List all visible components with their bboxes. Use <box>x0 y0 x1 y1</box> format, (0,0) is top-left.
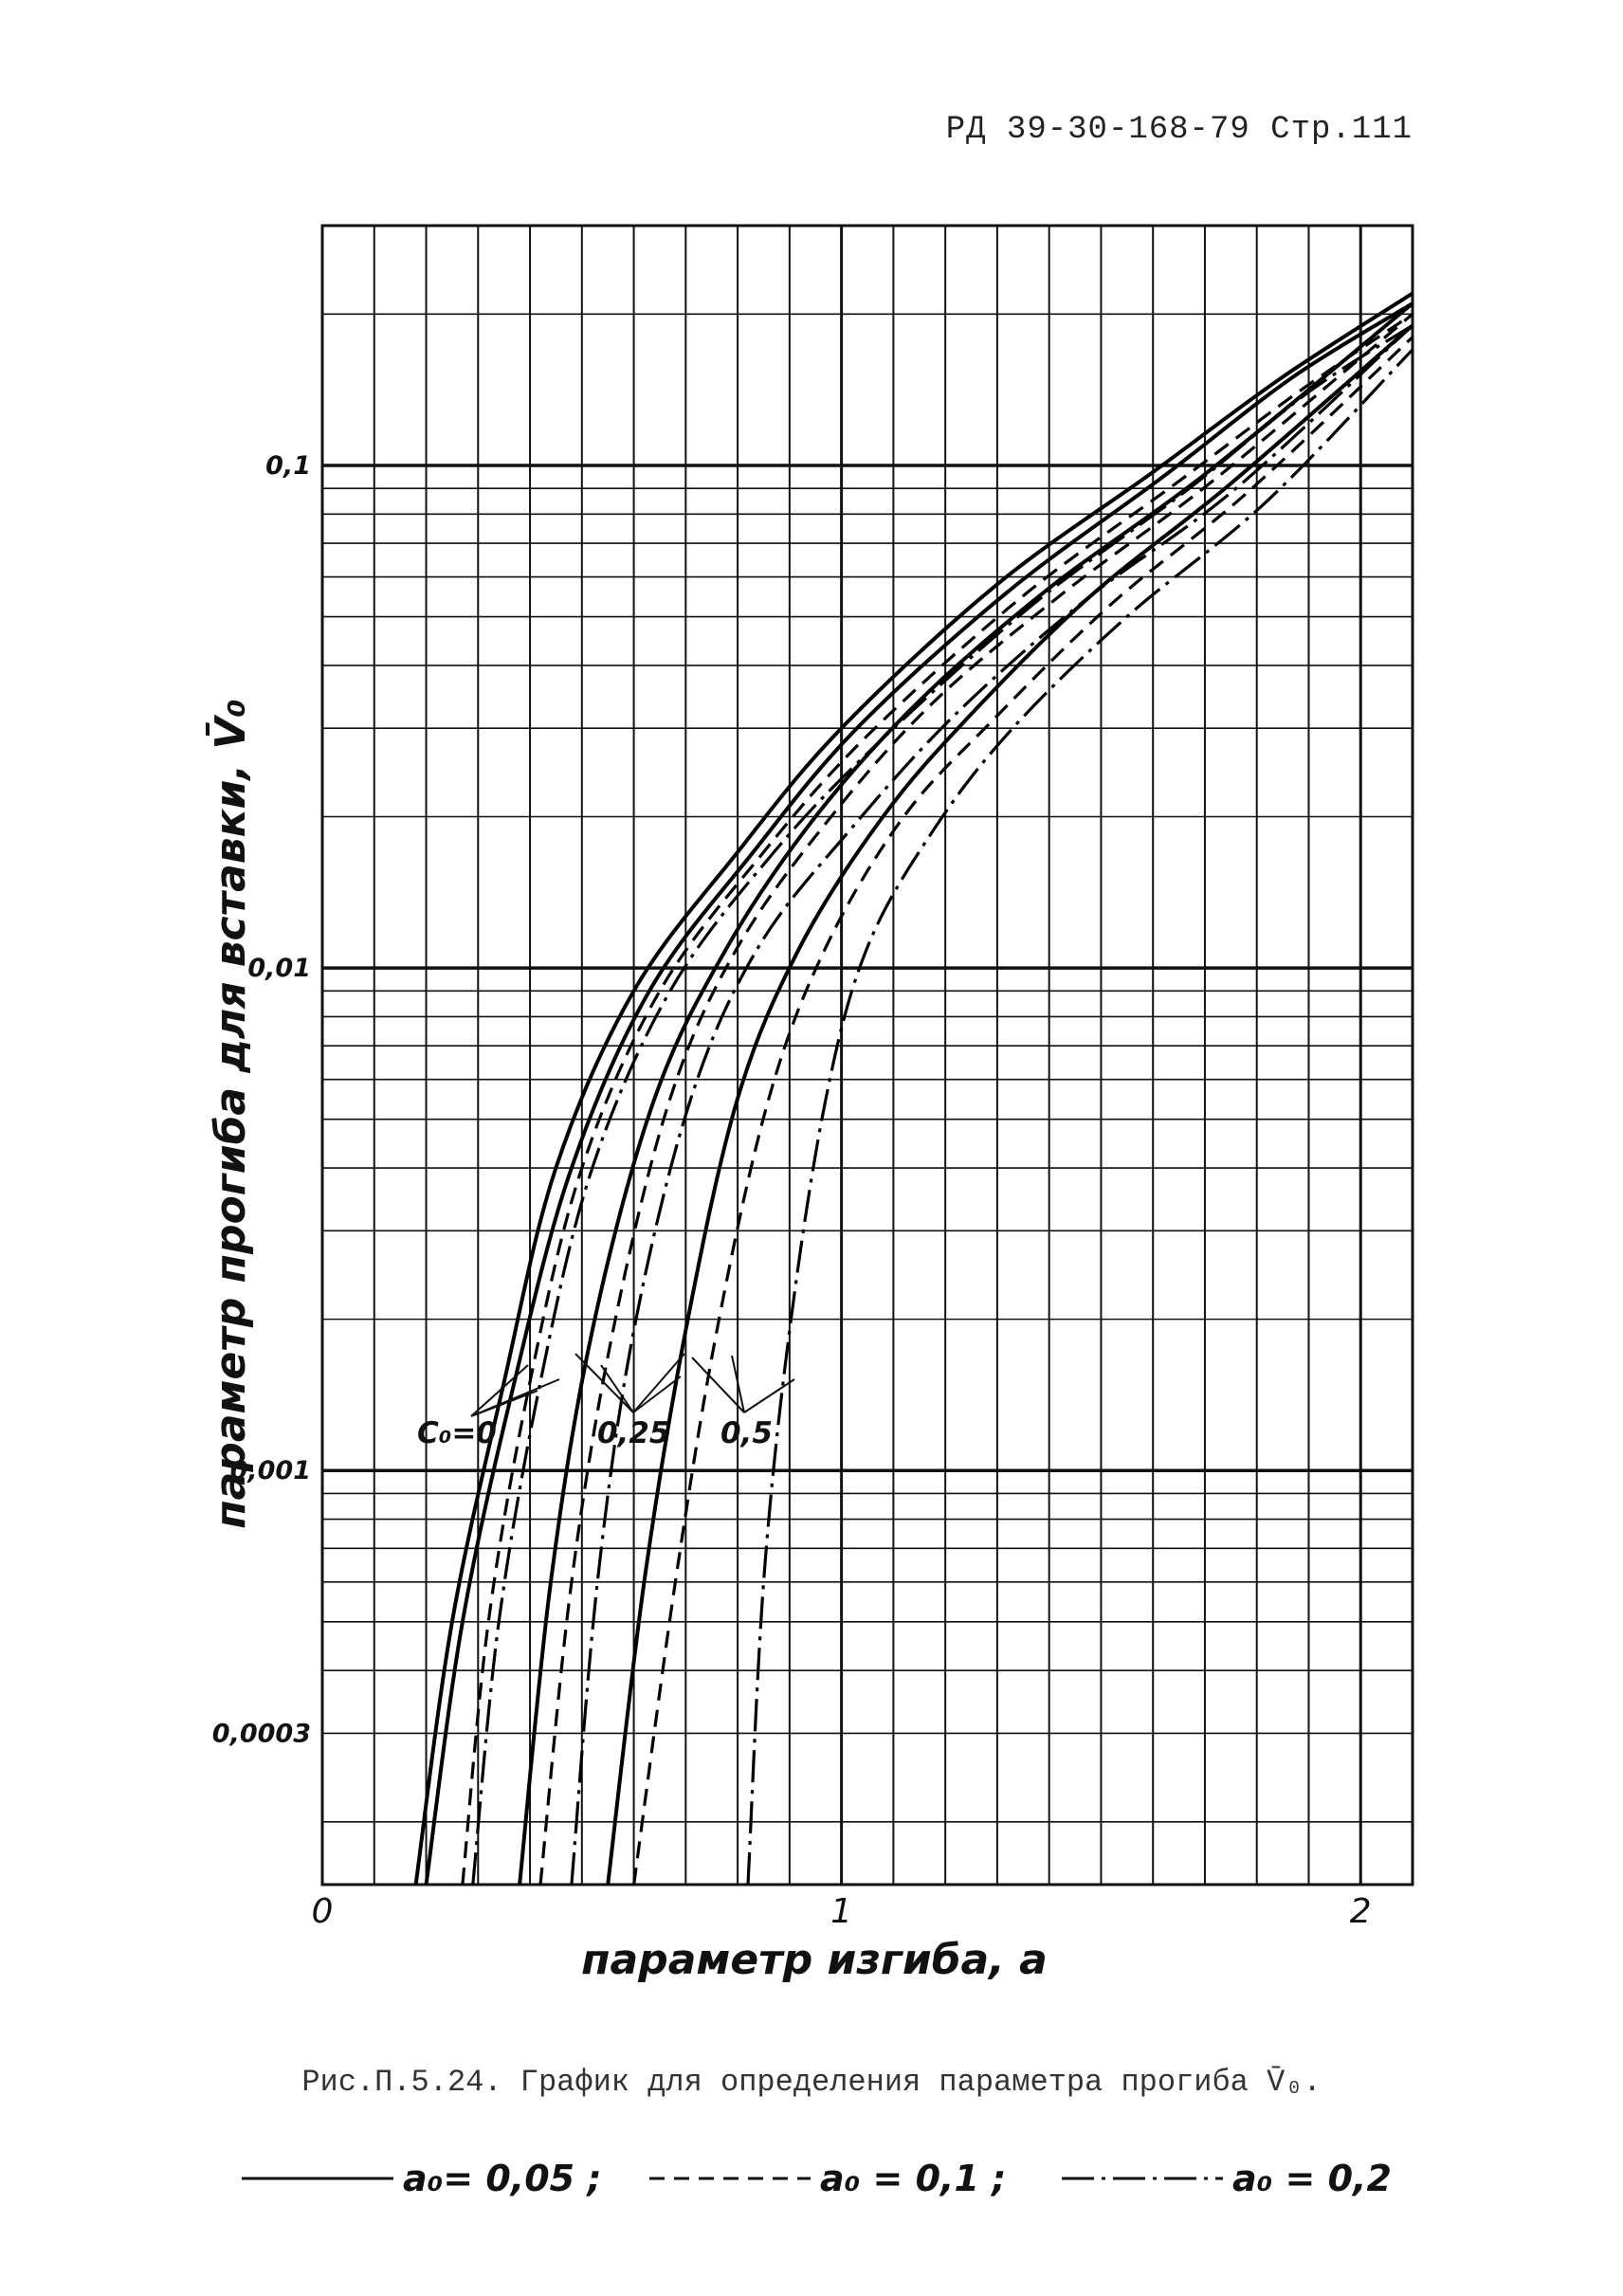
legend-swatch-dashed <box>649 2177 811 2180</box>
annotation-c0-025: 0,25 <box>597 1416 670 1450</box>
series-line-dashdot-c0-05 <box>746 348 1414 1886</box>
legend-swatch-dashdot <box>1062 2177 1223 2180</box>
series-line-solid-c0-0 <box>424 301 1414 1886</box>
legend-item-dashed: a₀ = 0,1 ; <box>649 2150 1006 2207</box>
y-axis-label: параметр прогиба для вставки, V̄₀ <box>204 699 255 1528</box>
series-line-solid-c0-0 <box>413 291 1414 1886</box>
annotation-leader-c0-0 <box>470 1364 560 1417</box>
series-line-dashdot-c0-025 <box>570 324 1414 1886</box>
legend-label-dashdot: a₀ = 0,2 <box>1232 2158 1392 2199</box>
series-group <box>413 291 1414 1886</box>
y-tick-label: 0,01 <box>247 954 311 983</box>
annotation-leader-c0-05 <box>691 1355 795 1413</box>
annotation-c0-0: C₀=0 <box>417 1416 497 1450</box>
legend-label-solid: a₀= 0,05 ; <box>403 2158 602 2199</box>
series-line-dashdot-c0-0 <box>471 323 1413 1886</box>
series-line-solid-c0-05 <box>606 323 1414 1886</box>
series-line-dashed-c0-0 <box>461 313 1413 1886</box>
legend: a₀= 0,05 ; a₀ = 0,1 ; a₀ = 0,2 <box>242 2150 1474 2207</box>
legend-item-dashdot: a₀ = 0,2 <box>1062 2150 1392 2207</box>
series-line-dashed-c0-025 <box>538 313 1414 1886</box>
figure-caption: Рис.П.5.24. График для определения парам… <box>301 2065 1322 2100</box>
x-axis-label: параметр изгиба, a <box>581 1936 1048 1984</box>
y-tick-label: 0,1 <box>265 451 311 481</box>
y-tick-label: 0,001 <box>230 1456 311 1485</box>
legend-item-solid: a₀= 0,05 ; <box>242 2150 602 2207</box>
tick-labels: 0,1 0,01 0,001 0,0003 0 1 2 <box>212 451 1372 1931</box>
y-tick-label: 0,0003 <box>212 1719 311 1748</box>
grid <box>320 224 1414 1886</box>
annotation-leader-c0-025 <box>574 1353 685 1413</box>
page-header: РД 39-30-168-79 Стр.111 <box>945 112 1413 148</box>
annotation-c0-05: 0,5 <box>720 1416 773 1450</box>
annotations: C₀=0 0,25 0,5 <box>417 1353 795 1450</box>
legend-label-dashed: a₀ = 0,1 ; <box>820 2158 1007 2199</box>
x-tick-label: 1 <box>830 1892 852 1931</box>
series-line-dashed-c0-05 <box>632 336 1414 1886</box>
x-tick-label: 0 <box>312 1892 334 1931</box>
x-tick-label: 2 <box>1350 1892 1372 1931</box>
series-line-solid-c0-025 <box>518 301 1414 1886</box>
plot-frame <box>320 224 1414 1886</box>
legend-swatch-solid <box>242 2177 393 2180</box>
chart: C₀=0 0,25 0,5 0,1 0,01 0,001 0,0003 0 1 2 пара… <box>204 224 1414 1984</box>
